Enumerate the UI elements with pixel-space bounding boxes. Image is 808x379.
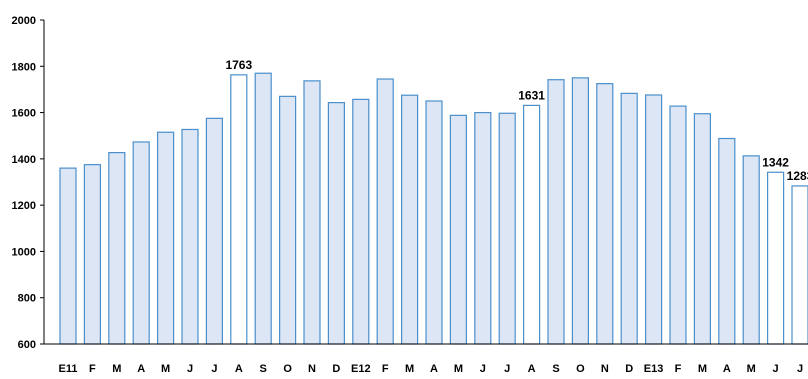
- x-tick-label: E12: [351, 363, 371, 375]
- bar: [327, 102, 345, 345]
- bar: [376, 78, 394, 345]
- bar: [401, 94, 419, 345]
- x-tick-label: A: [137, 363, 145, 375]
- x-tick-label: D: [625, 363, 633, 375]
- x-tick-label: O: [576, 363, 585, 375]
- x-tick-label: A: [430, 363, 438, 375]
- y-tick-label: 1400: [12, 154, 36, 166]
- x-tick-label: E11: [59, 363, 78, 375]
- x-tick-label: M: [454, 363, 463, 375]
- bar: [59, 167, 77, 345]
- x-tick-label: J: [187, 363, 193, 375]
- bar: [230, 74, 248, 345]
- bar: [279, 95, 297, 345]
- bar: [352, 98, 370, 345]
- y-tick-label: 600: [18, 339, 36, 351]
- y-tick-label: 1200: [12, 200, 36, 212]
- x-tick-label: F: [89, 363, 96, 375]
- bar: [596, 83, 614, 345]
- bar: [205, 117, 223, 345]
- y-tick-label: 2000: [12, 15, 36, 27]
- x-tick-label: M: [161, 363, 170, 375]
- x-tick-label: N: [308, 363, 316, 375]
- bar: [108, 152, 126, 345]
- x-tick-label: M: [698, 363, 707, 375]
- y-tick-label: 1000: [12, 246, 36, 258]
- x-tick-label: J: [504, 363, 510, 375]
- data-label: 1763: [225, 58, 252, 72]
- bar: [157, 131, 175, 345]
- y-tick-label: 800: [18, 293, 36, 305]
- bar: [669, 105, 687, 345]
- bar: [522, 104, 541, 345]
- bar: [303, 80, 321, 345]
- x-tick-label: S: [552, 363, 559, 375]
- x-tick-label: J: [480, 363, 486, 375]
- bar: [425, 100, 443, 345]
- x-tick-label: A: [723, 363, 731, 375]
- bar: [766, 171, 785, 345]
- x-tick-label: J: [797, 363, 803, 375]
- bar: [571, 77, 590, 345]
- x-tick-label: D: [332, 363, 340, 375]
- data-labels: 1763 1631 13421283: [225, 58, 808, 183]
- x-tick-label: E13: [644, 363, 664, 375]
- x-tick-label: F: [382, 363, 389, 375]
- bar: [254, 72, 272, 345]
- x-tick-label: S: [260, 363, 267, 375]
- bar: [718, 137, 736, 345]
- bar: [181, 128, 199, 345]
- x-tick-label: A: [528, 363, 536, 375]
- y-axis: 600 800 1000 1200 1400 1600 1800 2000: [12, 15, 45, 351]
- x-tick-label: M: [747, 363, 756, 375]
- bar: [474, 111, 492, 345]
- x-axis: E11 F M A M J J A S O N D E12 F M A M J J A S O N D E13 F M A M J J: [44, 343, 808, 375]
- bar: [742, 155, 760, 345]
- x-tick-label: J: [773, 363, 779, 375]
- bar: [449, 114, 467, 345]
- bar: [644, 94, 663, 345]
- x-tick-label: N: [601, 363, 609, 375]
- bar: [132, 141, 150, 345]
- data-label: 1342: [762, 155, 789, 169]
- x-tick-label: J: [211, 363, 217, 375]
- bar: [83, 164, 102, 345]
- bar: [547, 79, 565, 345]
- data-label: 1283: [787, 169, 808, 183]
- bars: [59, 72, 808, 345]
- x-tick-label: O: [283, 363, 292, 375]
- y-tick-label: 1800: [12, 61, 36, 73]
- x-tick-label: M: [405, 363, 414, 375]
- bar: [498, 112, 516, 345]
- bar: [620, 92, 638, 345]
- bar: [791, 185, 808, 345]
- x-tick-label: F: [675, 363, 682, 375]
- data-label: 1631: [518, 88, 545, 102]
- x-tick-label: A: [235, 363, 243, 375]
- y-tick-label: 1600: [12, 108, 36, 120]
- x-tick-label: M: [112, 363, 121, 375]
- bar: [693, 113, 712, 345]
